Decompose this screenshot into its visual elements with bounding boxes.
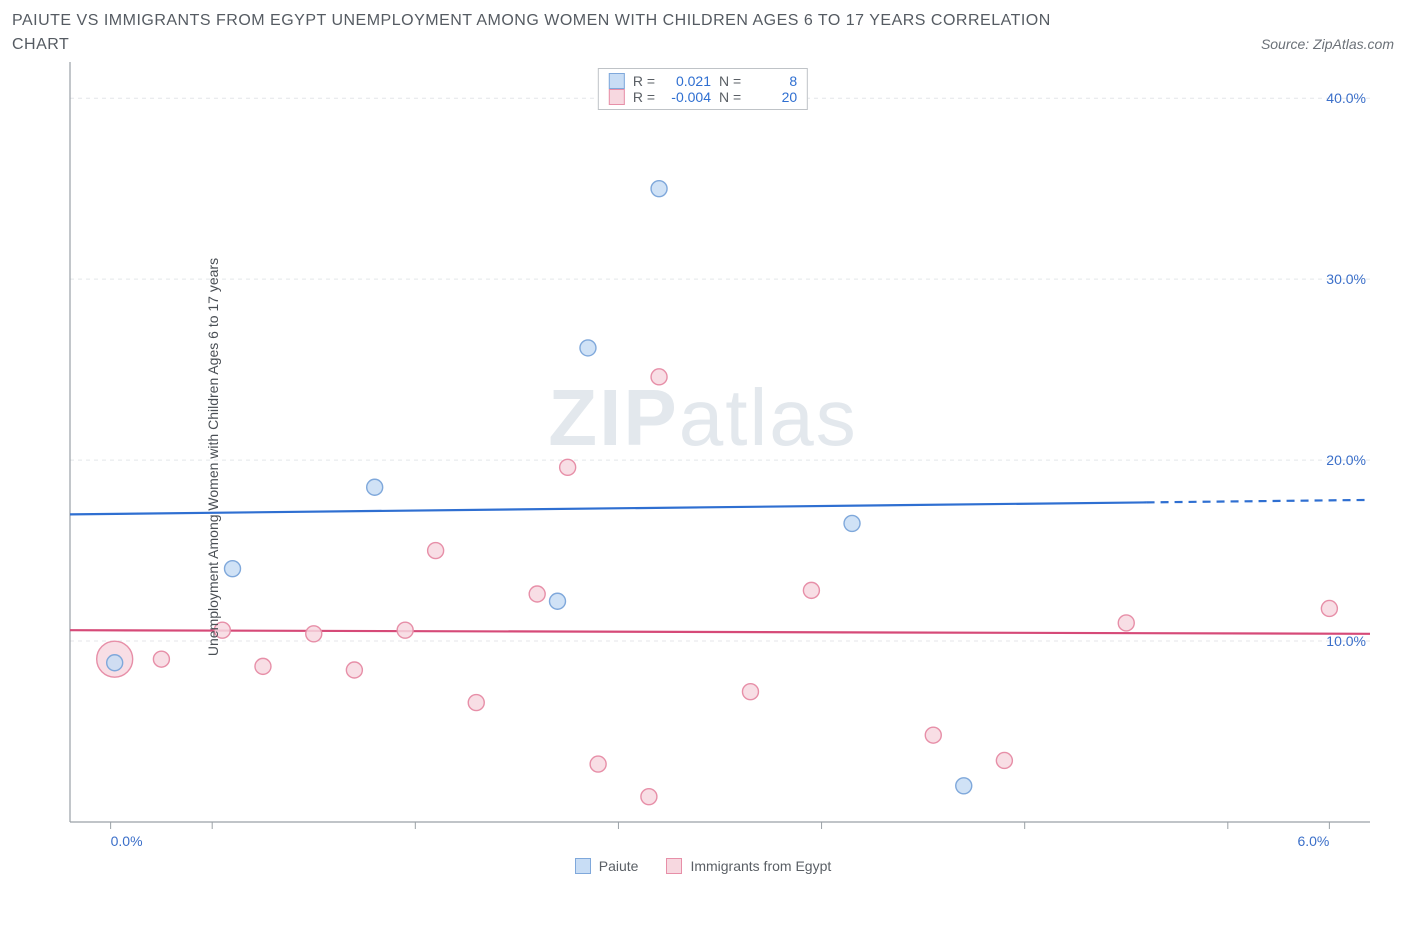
legend-r-value-egypt: -0.004 xyxy=(663,89,711,105)
y-axis-label: Unemployment Among Women with Children A… xyxy=(205,258,221,656)
chart-container: Unemployment Among Women with Children A… xyxy=(12,62,1394,852)
legend-stats-row: R = -0.004 N = 20 xyxy=(609,89,797,105)
svg-text:6.0%: 6.0% xyxy=(1297,833,1329,849)
legend-swatch-paiute xyxy=(609,73,625,89)
legend-item-egypt: Immigrants from Egypt xyxy=(666,858,831,874)
svg-text:30.0%: 30.0% xyxy=(1326,271,1366,287)
source-label: Source: ZipAtlas.com xyxy=(1261,36,1394,52)
legend-r-label: R = xyxy=(633,73,655,89)
svg-text:20.0%: 20.0% xyxy=(1326,452,1366,468)
legend-n-label: N = xyxy=(719,89,741,105)
legend-n-value-paiute: 8 xyxy=(749,73,797,89)
legend-stats-row: R = 0.021 N = 8 xyxy=(609,73,797,89)
svg-text:10.0%: 10.0% xyxy=(1326,633,1366,649)
legend-label-egypt: Immigrants from Egypt xyxy=(690,858,831,874)
legend-item-paiute: Paiute xyxy=(575,858,639,874)
series-legend: Paiute Immigrants from Egypt xyxy=(12,858,1394,874)
chart-title-line1: PAIUTE VS IMMIGRANTS FROM EGYPT UNEMPLOY… xyxy=(12,12,1394,30)
svg-text:40.0%: 40.0% xyxy=(1326,90,1366,106)
chart-title-line2: CHART xyxy=(12,36,69,54)
legend-r-value-paiute: 0.021 xyxy=(663,73,711,89)
legend-n-value-egypt: 20 xyxy=(749,89,797,105)
legend-r-label: R = xyxy=(633,89,655,105)
legend-swatch-paiute xyxy=(575,858,591,874)
legend-stats-box: R = 0.021 N = 8 R = -0.004 N = 20 xyxy=(598,68,808,110)
legend-swatch-egypt xyxy=(609,89,625,105)
legend-label-paiute: Paiute xyxy=(599,858,639,874)
legend-n-label: N = xyxy=(719,73,741,89)
svg-text:0.0%: 0.0% xyxy=(111,833,143,849)
legend-swatch-egypt xyxy=(666,858,682,874)
